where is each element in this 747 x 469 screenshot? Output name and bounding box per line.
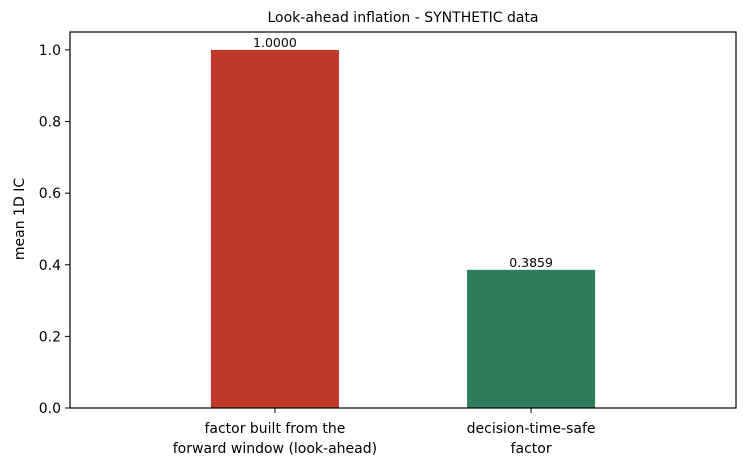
- x-tick-label: factor built from the: [204, 421, 345, 437]
- y-tick-label: 0.6: [39, 186, 61, 202]
- bar-value-label: 1.0000: [253, 35, 297, 50]
- y-tick-label: 0.2: [39, 329, 61, 345]
- x-tick-label: factor: [511, 441, 552, 457]
- plot-frame: [69, 31, 737, 409]
- y-axis-label: mean 1D IC: [12, 178, 28, 260]
- y-tick-label: 1.0: [39, 43, 61, 59]
- y-tick-label: 0.4: [39, 258, 61, 274]
- y-tick-label: 0.0: [39, 401, 61, 417]
- bar-1: [467, 269, 596, 408]
- bar-value-label: 0.3859: [509, 255, 553, 270]
- x-axis-ticks: factor built from the forward window (loo…: [173, 408, 596, 457]
- chart-title: Look-ahead inflation - SYNTHETIC data: [267, 10, 538, 26]
- x-tick-label: decision-time-safe: [467, 421, 596, 437]
- bars-layer: 1.0000 0.3859: [210, 35, 596, 409]
- x-tick-label: forward window (look-ahead): [173, 441, 377, 457]
- bar-0: [210, 49, 339, 409]
- y-tick-label: 0.8: [39, 115, 61, 131]
- y-axis-ticks: 0.0 0.2 0.4 0.6 0.8 1.0: [39, 43, 70, 417]
